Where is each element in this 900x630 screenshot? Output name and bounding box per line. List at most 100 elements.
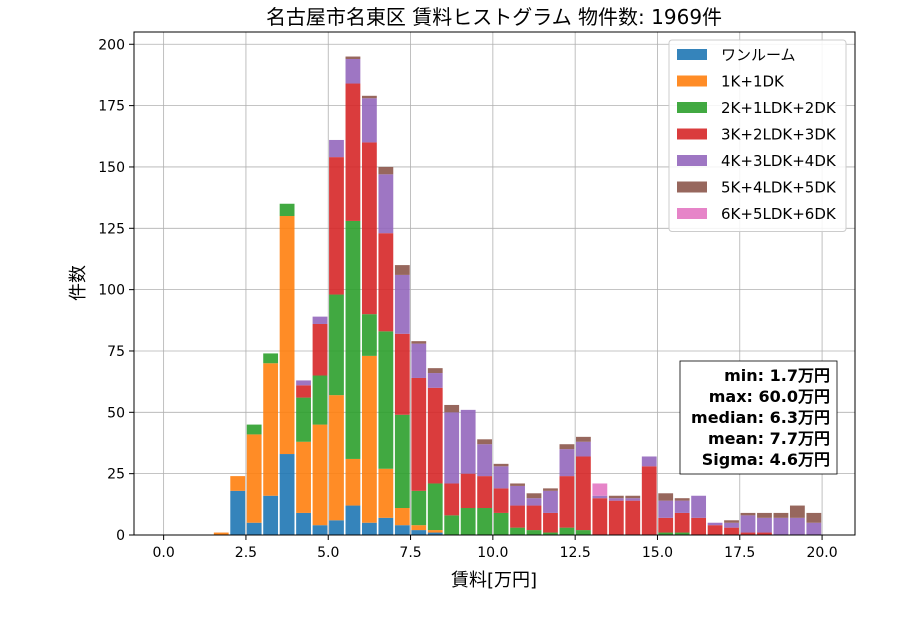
legend: ワンルーム 1K+1DK 2K+1LDK+2DK 3K+2LDK+3DK 4K+3LDK… xyxy=(668,39,847,232)
bar-segment xyxy=(427,387,443,484)
bar-segment xyxy=(625,495,641,499)
legend-swatch xyxy=(677,128,707,140)
bar-segment xyxy=(411,530,427,535)
stats-line: min: 1.7万円 xyxy=(724,366,830,385)
bar-segment xyxy=(345,220,361,459)
bar-segment xyxy=(394,525,410,535)
bar-segment xyxy=(592,495,608,499)
bar-segment xyxy=(526,530,542,535)
y-tick-label: 25 xyxy=(107,467,125,483)
bar-segment xyxy=(658,532,674,535)
bar-segment xyxy=(411,490,427,526)
y-tick-label: 50 xyxy=(107,405,125,421)
x-tick-label: 0.0 xyxy=(152,545,174,561)
bar-segment xyxy=(263,353,279,364)
bar-segment xyxy=(493,466,509,489)
bar-segment xyxy=(608,495,624,499)
bar-segment xyxy=(312,525,328,535)
bar-segment xyxy=(279,203,295,217)
bar-segment xyxy=(427,532,443,535)
bar-segment xyxy=(296,380,311,386)
bar-segment xyxy=(394,333,410,415)
bar-segment xyxy=(427,373,443,388)
bar-segment xyxy=(592,498,608,535)
bar-segment xyxy=(526,493,542,499)
bar-segment xyxy=(789,505,805,518)
bar-segment xyxy=(575,436,591,442)
bar-segment xyxy=(493,512,509,535)
x-tick-label: 12.5 xyxy=(560,545,591,561)
bar-segment xyxy=(329,395,344,521)
bar-segment xyxy=(444,483,460,516)
bar-segment xyxy=(740,532,756,535)
bar-segment xyxy=(427,368,443,374)
bar-segment xyxy=(789,517,805,535)
bar-segment xyxy=(773,517,789,535)
bar-segment xyxy=(345,505,361,535)
bar-segment xyxy=(394,274,410,334)
stats-line: mean: 7.7万円 xyxy=(708,429,830,448)
bar-segment xyxy=(394,414,410,509)
bar-segment xyxy=(575,530,591,535)
bar-segment xyxy=(263,495,279,535)
bar-segment xyxy=(625,498,641,501)
y-tick-label: 150 xyxy=(98,160,125,176)
bar-segment xyxy=(296,397,311,442)
legend-box xyxy=(668,39,847,232)
y-axis-label: 件数 xyxy=(68,265,89,301)
bar-segment xyxy=(296,441,311,513)
bar-segment xyxy=(641,456,657,467)
bar-segment xyxy=(230,490,246,535)
bar-segment xyxy=(361,98,377,143)
bar-segment xyxy=(674,532,690,535)
bar-segment xyxy=(312,375,328,425)
bar-segment xyxy=(361,95,377,99)
bar-segment xyxy=(543,490,558,513)
bar-segment xyxy=(411,343,427,378)
bar-segment xyxy=(345,83,361,221)
bar-segment xyxy=(444,404,460,413)
bar-segment xyxy=(510,485,525,506)
bar-segment xyxy=(510,483,525,486)
x-tick-label: 10.0 xyxy=(477,545,508,561)
bar-segment xyxy=(394,508,410,526)
bar-segment xyxy=(691,517,707,535)
legend-swatch xyxy=(677,181,707,193)
bar-segment xyxy=(378,331,394,469)
bar-segment xyxy=(707,525,723,535)
bar-segment xyxy=(806,512,822,523)
bar-segment xyxy=(213,532,229,535)
bar-segment xyxy=(427,483,443,531)
bar-segment xyxy=(707,522,723,526)
x-tick-label: 20.0 xyxy=(806,545,837,561)
bar-segment xyxy=(460,508,476,535)
bar-segment xyxy=(477,439,493,445)
bar-segment xyxy=(740,515,756,533)
ticks-layer: 0.0 2.5 5.0 7.5 10.0 12.5 15.0 17.5 20.0 0 25 50 75 1… xyxy=(98,37,837,561)
bar-segment xyxy=(444,515,460,535)
bar-segment xyxy=(773,512,789,518)
bar-segment xyxy=(543,532,558,535)
bar-segment xyxy=(296,512,311,535)
bar-segment xyxy=(724,527,739,535)
bar-segment xyxy=(361,522,377,535)
y-tick-label: 75 xyxy=(107,344,125,360)
legend-label: 6K+5LDK+6DK xyxy=(721,205,837,223)
bar-segment xyxy=(724,522,739,528)
bar-segment xyxy=(477,476,493,509)
bar-segment xyxy=(394,265,410,275)
bar-segment xyxy=(674,512,690,533)
bar-segment xyxy=(378,174,394,234)
bar-segment xyxy=(608,498,624,501)
legend-swatch xyxy=(677,155,707,166)
bar-segment xyxy=(724,520,739,523)
legend-label: 2K+1LDK+2DK xyxy=(721,99,837,117)
legend-swatch xyxy=(677,75,707,87)
bar-segment xyxy=(740,512,756,516)
bar-segment xyxy=(559,527,575,535)
legend-label: 4K+3LDK+4DK xyxy=(721,152,837,170)
y-tick-label: 100 xyxy=(98,283,125,299)
bar-segment xyxy=(361,314,377,356)
